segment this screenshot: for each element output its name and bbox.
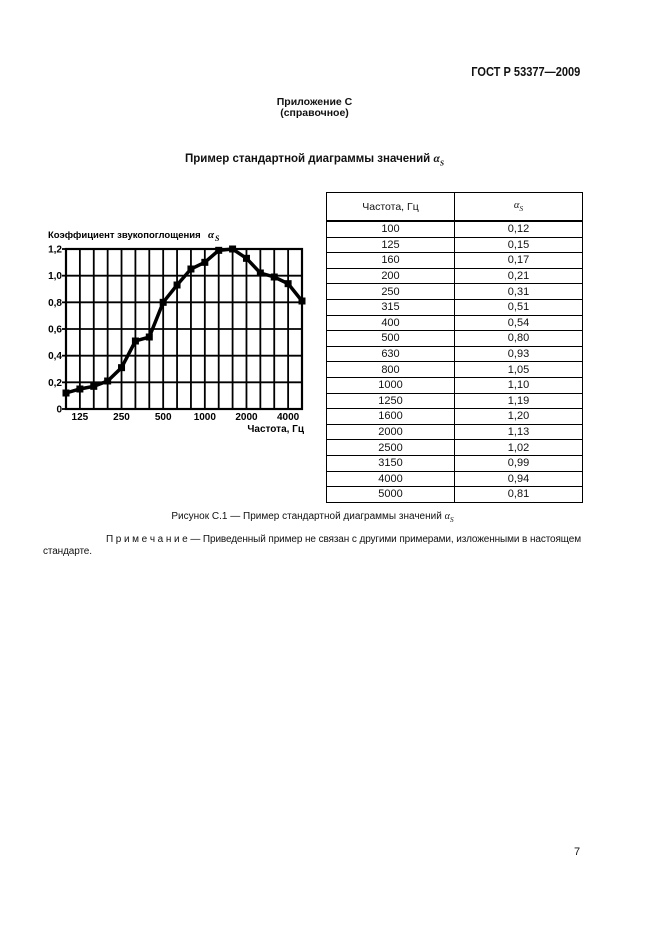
svg-text:1,0: 1,0 xyxy=(48,271,62,282)
svg-text:0,6: 0,6 xyxy=(48,325,62,336)
svg-text:4000: 4000 xyxy=(277,412,300,423)
svg-text:Коэффициент звукопоглощения: Коэффициент звукопоглощения xyxy=(48,230,201,241)
svg-text:125: 125 xyxy=(72,412,89,423)
svg-text:0,4: 0,4 xyxy=(48,351,62,362)
svg-text:0: 0 xyxy=(56,405,62,416)
svg-text:0,8: 0,8 xyxy=(48,298,62,309)
svg-text:500: 500 xyxy=(155,412,172,423)
svg-text:Частота, Гц: Частота, Гц xyxy=(247,424,304,435)
svg-text:2000: 2000 xyxy=(235,412,258,423)
svg-text:S: S xyxy=(215,234,220,243)
svg-text:1,2: 1,2 xyxy=(48,245,62,256)
svg-text:250: 250 xyxy=(113,412,130,423)
svg-text:α: α xyxy=(208,229,215,241)
svg-text:1000: 1000 xyxy=(194,412,217,423)
svg-text:0,2: 0,2 xyxy=(48,378,62,389)
